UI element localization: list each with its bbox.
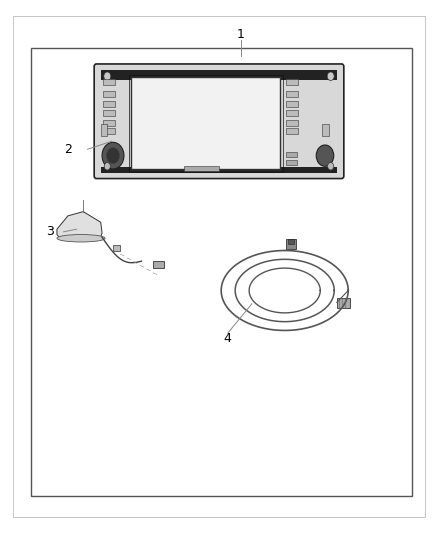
Bar [286,239,296,249]
Bar [131,77,280,169]
Bar [31,48,412,496]
Bar [103,79,115,85]
Circle shape [327,72,334,80]
Bar [286,160,297,165]
Bar [337,298,350,308]
Bar [101,124,107,136]
FancyBboxPatch shape [94,64,344,179]
Bar [129,75,283,172]
Bar [101,167,337,173]
Bar [288,239,294,244]
Bar [286,79,298,85]
Bar [286,120,298,126]
Bar [113,245,120,251]
Bar [103,101,115,107]
Circle shape [316,145,334,166]
Bar [101,70,337,80]
Ellipse shape [57,235,105,242]
Circle shape [104,163,110,170]
Text: 4: 4 [224,332,232,345]
Circle shape [328,163,334,170]
Bar [286,110,298,116]
Bar [184,166,219,171]
Circle shape [106,148,120,164]
Bar [322,124,328,136]
Bar [153,261,164,268]
Circle shape [104,72,111,80]
Bar [286,128,298,134]
Bar [286,152,297,157]
Bar [103,120,115,126]
Text: 2: 2 [64,143,72,156]
Text: 1: 1 [237,28,245,41]
Text: 3: 3 [46,225,54,238]
Bar [286,91,298,97]
Bar [286,101,298,107]
Circle shape [102,142,124,169]
Bar [103,91,115,97]
Bar [103,110,115,116]
Polygon shape [57,212,102,237]
Bar [103,128,115,134]
